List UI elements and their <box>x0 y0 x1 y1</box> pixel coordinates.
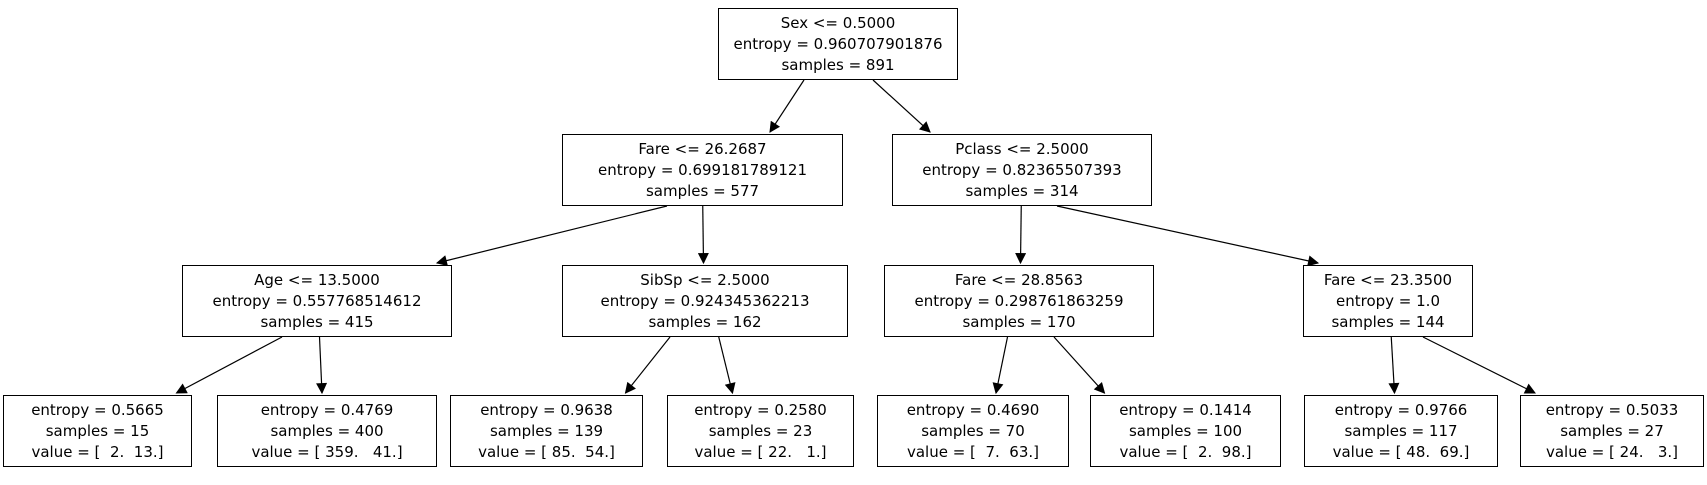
split-condition: Age <= 13.5000 <box>254 270 380 289</box>
split-condition: SibSp <= 2.5000 <box>640 270 770 289</box>
split-condition: Fare <= 23.3500 <box>1323 270 1453 289</box>
tree-edge <box>697 205 709 265</box>
tree-edge <box>1015 205 1027 265</box>
tree-edge <box>1053 336 1106 394</box>
class-counts: value = [ 24. 3.] <box>1545 442 1679 461</box>
entropy-value: entropy = 0.9766 <box>1334 400 1468 419</box>
tree-leaf-8: entropy = 0.5033 samples = 27 value = [ … <box>1520 395 1704 467</box>
entropy-value: entropy = 0.82365507393 <box>922 160 1122 179</box>
entropy-value: entropy = 1.0 <box>1336 291 1440 310</box>
entropy-value: entropy = 0.298761863259 <box>914 291 1124 310</box>
samples-count: samples = 144 <box>1331 312 1445 331</box>
samples-count: samples = 23 <box>708 421 813 440</box>
samples-count: samples = 139 <box>489 421 604 440</box>
samples-count: samples = 891 <box>781 55 895 74</box>
tree-node-pclass: Pclass <= 2.5000 entropy = 0.82365507393… <box>892 134 1152 206</box>
tree-edge <box>435 205 668 266</box>
class-counts: value = [ 2. 98.] <box>1119 442 1252 461</box>
entropy-value: entropy = 0.1414 <box>1119 400 1252 419</box>
tree-edge <box>769 79 805 133</box>
tree-node-fare-23-3500: Fare <= 23.3500 entropy = 1.0 samples = … <box>1303 265 1473 337</box>
entropy-value: entropy = 0.4690 <box>906 400 1040 419</box>
tree-leaf-4: entropy = 0.2580 samples = 23 value = [ … <box>667 395 854 467</box>
tree-edge <box>992 336 1009 395</box>
tree-node-sex: Sex <= 0.5000 entropy = 0.960707901876 s… <box>718 8 958 80</box>
entropy-value: entropy = 0.9638 <box>480 400 613 419</box>
samples-count: samples = 100 <box>1128 421 1243 440</box>
split-condition: Fare <= 26.2687 <box>638 139 767 158</box>
tree-edge <box>316 336 328 395</box>
entropy-value: entropy = 0.5665 <box>31 400 164 419</box>
tree-edge <box>718 336 736 395</box>
samples-count: samples = 70 <box>921 421 1025 440</box>
tree-edge <box>1388 336 1400 395</box>
class-counts: value = [ 7. 63.] <box>906 442 1040 461</box>
samples-count: samples = 15 <box>45 421 150 440</box>
samples-count: samples = 314 <box>965 181 1079 200</box>
entropy-value: entropy = 0.557768514612 <box>212 291 422 310</box>
tree-node-fare-28-8563: Fare <= 28.8563 entropy = 0.298761863259… <box>884 265 1154 337</box>
tree-leaf-3: entropy = 0.9638 samples = 139 value = [… <box>450 395 643 467</box>
entropy-value: entropy = 0.960707901876 <box>733 34 943 53</box>
tree-edge <box>1422 336 1536 394</box>
split-condition: Pclass <= 2.5000 <box>955 139 1089 158</box>
class-counts: value = [ 48. 69.] <box>1332 442 1470 461</box>
tree-leaf-1: entropy = 0.5665 samples = 15 value = [ … <box>3 395 192 467</box>
tree-node-fare-26-2687: Fare <= 26.2687 entropy = 0.699181789121… <box>562 134 843 206</box>
samples-count: samples = 415 <box>260 312 374 331</box>
samples-count: samples = 400 <box>270 421 384 440</box>
class-counts: value = [ 22. 1.] <box>694 442 827 461</box>
tree-edge <box>1056 205 1320 267</box>
class-counts: value = [ 85. 54.] <box>478 442 615 461</box>
tree-edge <box>624 336 671 394</box>
tree-node-sibsp: SibSp <= 2.5000 entropy = 0.924345362213… <box>562 265 848 337</box>
entropy-value: entropy = 0.2580 <box>694 400 827 419</box>
samples-count: samples = 117 <box>1344 421 1458 440</box>
tree-leaf-6: entropy = 0.1414 samples = 100 value = [… <box>1090 395 1281 467</box>
tree-leaf-7: entropy = 0.9766 samples = 117 value = [… <box>1304 395 1498 467</box>
tree-edge <box>175 336 283 394</box>
tree-leaf-2: entropy = 0.4769 samples = 400 value = [… <box>217 395 437 467</box>
tree-node-age: Age <= 13.5000 entropy = 0.557768514612 … <box>182 265 452 337</box>
class-counts: value = [ 2. 13.] <box>31 442 164 461</box>
entropy-value: entropy = 0.5033 <box>1545 400 1679 419</box>
samples-count: samples = 577 <box>645 181 760 200</box>
samples-count: samples = 162 <box>648 312 762 331</box>
class-counts: value = [ 359. 41.] <box>251 442 403 461</box>
tree-edge <box>872 79 931 133</box>
samples-count: samples = 27 <box>1560 421 1664 440</box>
entropy-value: entropy = 0.699181789121 <box>598 160 807 179</box>
split-condition: Sex <= 0.5000 <box>780 13 896 32</box>
samples-count: samples = 170 <box>962 312 1076 331</box>
entropy-value: entropy = 0.924345362213 <box>600 291 810 310</box>
tree-leaf-5: entropy = 0.4690 samples = 70 value = [ … <box>877 395 1069 467</box>
split-condition: Fare <= 28.8563 <box>954 270 1084 289</box>
entropy-value: entropy = 0.4769 <box>260 400 394 419</box>
